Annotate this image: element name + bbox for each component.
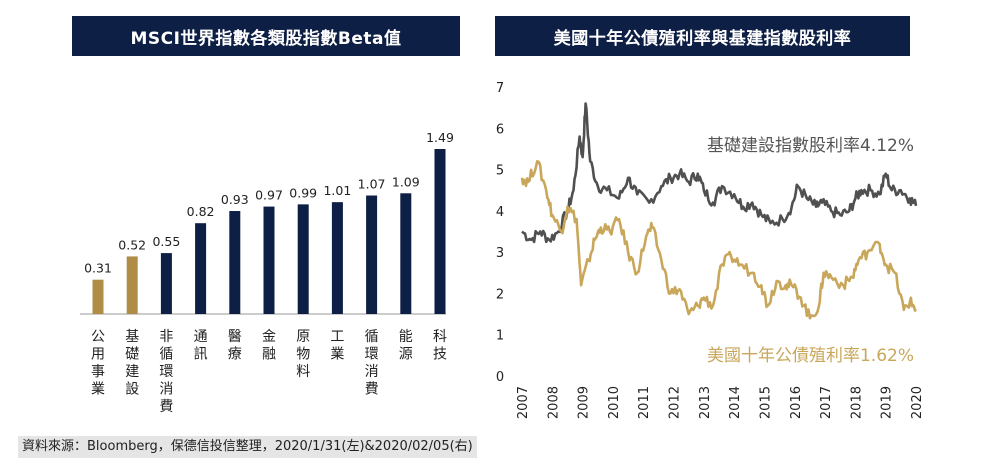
bar-value-label: 0.55 <box>152 234 180 249</box>
yield-line-chart: 0 1 2 3 4 5 6 7 2007 2008 2009 2010 2011 2012 2013 2014… <box>496 81 925 419</box>
bar <box>92 279 104 314</box>
x-tick-label: 2018 <box>849 386 864 419</box>
series-label-us10y: 美國十年公債殖利率1.62% <box>707 346 914 366</box>
x-tick-label: 2017 <box>819 386 834 419</box>
y-tick-label: 3 <box>496 246 504 261</box>
x-tick-label: 2014 <box>728 386 743 419</box>
y-tick-label: 4 <box>496 205 504 220</box>
right-chart-title: 美國十年公債殖利率與基建指數股利率 <box>495 16 910 56</box>
category-label: 循環消費 <box>365 329 379 398</box>
x-tick-label: 2015 <box>758 386 773 419</box>
y-tick-label: 7 <box>496 81 504 96</box>
x-tick-label: 2013 <box>698 386 713 419</box>
x-tick-label: 2010 <box>607 386 622 419</box>
left-chart-title: MSCI世界指數各類股指數Beta值 <box>72 16 460 56</box>
x-tick-label: 2012 <box>668 386 683 419</box>
infra-dividend-yield-line <box>521 102 918 244</box>
bar <box>297 204 309 314</box>
category-label: 科技 <box>433 329 447 363</box>
bar <box>126 256 138 314</box>
category-label: 醫療 <box>228 329 242 363</box>
x-tick-label: 2016 <box>789 386 804 419</box>
bar <box>160 253 172 314</box>
x-tick-label: 2020 <box>910 386 925 419</box>
bar <box>195 223 207 314</box>
x-tick-label: 2009 <box>577 386 592 419</box>
y-tick-label: 1 <box>496 329 504 344</box>
category-label: 工業 <box>330 329 344 363</box>
y-tick-label: 5 <box>496 164 504 179</box>
x-tick-label: 2007 <box>516 386 531 419</box>
bar-value-label: 0.97 <box>255 188 283 203</box>
bar <box>229 211 241 314</box>
bar-value-label: 1.49 <box>426 130 454 145</box>
category-label: 金融 <box>262 329 276 363</box>
beta-bar-chart: 0.31 公用事業 0.52 基礎建設 0.55 非循環消費 0.82 通訊 0.93 醫療 0.9… <box>80 130 454 415</box>
category-label: 公用事業 <box>91 329 105 398</box>
bar <box>331 202 343 314</box>
category-label: 基礎建設 <box>125 328 139 398</box>
us10y-yield-line <box>520 160 918 320</box>
x-tick-label: 2008 <box>546 386 561 419</box>
bar-value-label: 1.09 <box>392 174 420 189</box>
x-tick-label: 2011 <box>637 386 652 419</box>
category-label: 通訊 <box>194 329 208 363</box>
bar-value-label: 0.31 <box>84 261 112 276</box>
bar-value-label: 1.01 <box>323 183 351 198</box>
category-label: 原物料 <box>296 329 310 380</box>
category-label: 非循環消費 <box>159 329 173 415</box>
source-note: 資料來源：Bloomberg，保德信投信整理，2020/1/31(左)&2020… <box>18 436 477 458</box>
bar-value-label: 1.07 <box>358 177 386 192</box>
bar-value-label: 0.82 <box>187 204 215 219</box>
bar-value-label: 0.99 <box>289 185 317 200</box>
bar-value-label: 0.52 <box>118 237 146 252</box>
bar <box>366 195 378 314</box>
y-tick-label: 6 <box>496 122 504 137</box>
y-tick-label: 2 <box>496 287 504 302</box>
x-tick-label: 2019 <box>880 386 895 419</box>
bar <box>263 206 275 314</box>
y-tick-label: 0 <box>496 370 504 385</box>
bar-value-label: 0.93 <box>221 192 249 207</box>
category-label: 能源 <box>399 329 413 363</box>
bar <box>434 149 446 314</box>
series-label-infra: 基礎建設指數股利率4.12% <box>707 136 914 156</box>
bar <box>400 193 412 314</box>
